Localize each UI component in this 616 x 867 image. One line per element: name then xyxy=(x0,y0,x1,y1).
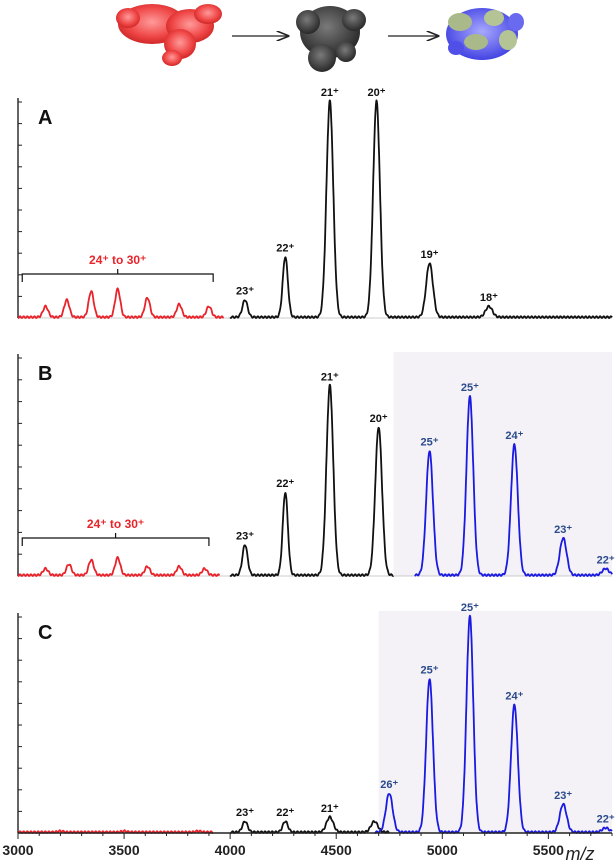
charge-state-label: 22⁺ xyxy=(597,554,615,566)
charge-state-label: 18⁺ xyxy=(480,292,498,304)
x-tick-label: 3500 xyxy=(108,842,139,858)
x-tick-label: 5000 xyxy=(427,842,458,858)
charge-state-label: 19⁺ xyxy=(421,249,439,261)
charge-state-label: 23⁺ xyxy=(554,790,572,802)
charge-state-label: 25⁺ xyxy=(421,665,439,677)
x-tick-label: 4500 xyxy=(321,842,352,858)
charge-state-label: 26⁺ xyxy=(380,779,398,791)
charge-state-label: 23⁺ xyxy=(236,530,254,542)
charge-state-label: 21⁺ xyxy=(321,803,339,815)
x-tick-label: 3000 xyxy=(2,842,33,858)
charge-state-label: 23⁺ xyxy=(236,286,254,298)
spectra-panels: A 24⁺ to 30⁺ 23⁺ 22⁺ 21⁺ 20⁺ 19⁺ 18⁺ B 24⁺ to 30⁺… xyxy=(17,87,615,834)
panel-A: A 24⁺ to 30⁺ 23⁺ 22⁺ 21⁺ 20⁺ 19⁺ 18⁺ xyxy=(17,87,613,319)
x-axis: 3000 3500 4000 4500 5000 5500 xyxy=(2,832,613,858)
panel-letter-A: A xyxy=(38,107,52,129)
complex-shaded-region xyxy=(378,611,612,833)
x-axis-title: m/z xyxy=(566,844,595,864)
series-dimer_red-trace xyxy=(17,287,225,319)
dimer-range-bracket xyxy=(21,533,210,546)
charge-state-label: 22⁺ xyxy=(276,243,294,255)
blue-green-protein-complex xyxy=(446,8,524,60)
charge-state-label: 22⁺ xyxy=(597,814,615,826)
series-monomer_black-trace xyxy=(229,99,613,319)
panel-letter-C: C xyxy=(38,622,52,644)
dimer-range-bracket xyxy=(21,269,214,282)
charge-state-label: 22⁺ xyxy=(276,478,294,490)
series-complex_blue-trace xyxy=(414,395,613,577)
dimer-range-label: 24⁺ to 30⁺ xyxy=(87,517,144,531)
charge-state-label: 21⁺ xyxy=(321,371,339,383)
panel-B: B 24⁺ to 30⁺ 23⁺ 22⁺ 21⁺ 20⁺ 25⁺ 25⁺ 24⁺ 23⁺ 22⁺ xyxy=(17,352,615,577)
red-protein-structure xyxy=(116,4,222,66)
grey-protein-structure xyxy=(296,6,366,72)
charge-state-label: 20⁺ xyxy=(370,413,388,425)
charge-state-label: 21⁺ xyxy=(321,87,339,99)
charge-state-label: 25⁺ xyxy=(461,602,479,614)
series-monomer_black-trace xyxy=(229,383,394,577)
charge-state-label: 22⁺ xyxy=(276,807,294,819)
dimer-range-label: 24⁺ to 30⁺ xyxy=(89,253,146,267)
complex-shaded-region xyxy=(393,352,612,576)
top-illustration xyxy=(116,4,524,72)
charge-state-label: 24⁺ xyxy=(505,430,523,442)
charge-state-label: 23⁺ xyxy=(236,807,254,819)
charge-state-label: 24⁺ xyxy=(505,691,523,703)
x-tick-label: 4000 xyxy=(215,842,246,858)
charge-state-label: 23⁺ xyxy=(554,524,572,536)
series-dimer_red-trace xyxy=(17,556,221,577)
panel-letter-B: B xyxy=(38,363,52,385)
x-tick-label: 5500 xyxy=(533,842,564,858)
charge-state-label: 25⁺ xyxy=(461,382,479,394)
charge-state-label: 25⁺ xyxy=(421,437,439,449)
panel-C: C 23⁺ 22⁺ 21⁺ 26⁺ 25⁺ 25⁺ 24⁺ 23⁺ 22⁺ xyxy=(17,602,615,834)
charge-state-label: 20⁺ xyxy=(367,87,385,99)
